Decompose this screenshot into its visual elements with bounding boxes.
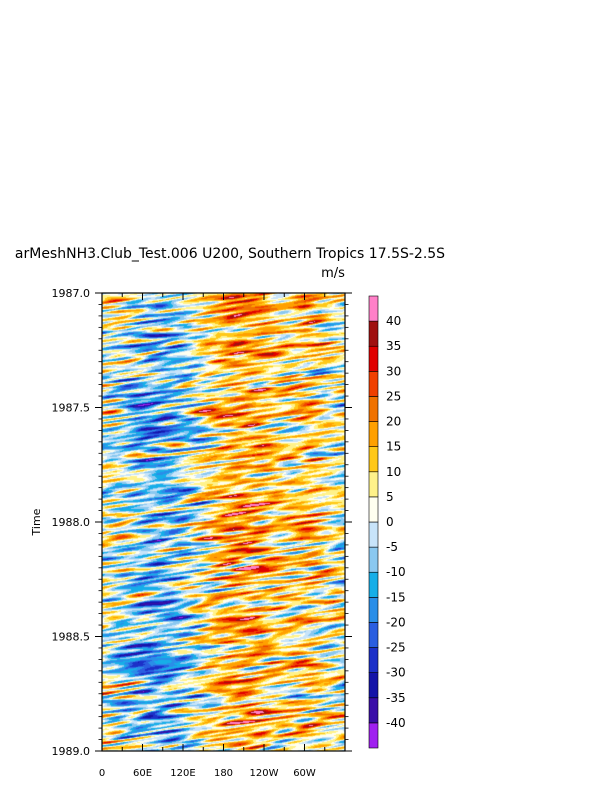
- y-tick-label: 1988.0: [52, 516, 91, 529]
- colorbar-swatch: [368, 622, 379, 648]
- y-axis-label: Time: [30, 508, 43, 536]
- x-tick-label: 120W: [250, 768, 279, 779]
- colorbar-label: 15: [386, 440, 401, 454]
- colorbar: -40 -35 -30 -25 -20 -15 -10 -5 0 5 10 15 20 25 30 35 40: [368, 295, 406, 749]
- colorbar-swatch: [368, 320, 379, 347]
- y-axis: 1987.0 1987.5 1988.0 1988.5 1989.0: [52, 287, 352, 758]
- colorbar-swatch: [368, 421, 379, 447]
- x-tick: 180: [214, 293, 233, 779]
- colorbar-label: 35: [386, 339, 401, 353]
- heatmap-image: [102, 293, 345, 751]
- colorbar-swatch: [368, 396, 379, 422]
- colorbar-swatch: [368, 446, 379, 473]
- colorbar-swatch: [368, 345, 379, 372]
- colorbar-label: 10: [386, 465, 401, 479]
- colorbar-swatch: [368, 597, 379, 623]
- x-tick-label: 180: [214, 768, 233, 779]
- y-tick-label: 1987.0: [52, 287, 91, 300]
- colorbar-label: -30: [386, 666, 406, 680]
- colorbar-swatch: [368, 546, 379, 573]
- colorbar-label: -10: [386, 565, 406, 579]
- x-tick-label: 120E: [170, 768, 195, 779]
- colorbar-swatch: [368, 697, 379, 724]
- colorbar-label: -40: [386, 716, 406, 730]
- colorbar-label: 5: [386, 490, 394, 504]
- colorbar-swatch: [368, 496, 379, 523]
- colorbar-label: 40: [386, 314, 401, 328]
- colorbar-swatch: [368, 371, 379, 397]
- x-tick-label: 60E: [133, 768, 152, 779]
- colorbar-swatch: [368, 647, 379, 673]
- colorbar-swatch: [368, 295, 379, 322]
- heatmap-field: [102, 293, 345, 751]
- colorbar-swatch: [368, 521, 379, 548]
- x-axis: 0 60E 120E 180 120W 60W: [99, 293, 326, 779]
- colorbar-swatch: [368, 672, 379, 699]
- y-tick-label: 1987.5: [52, 402, 91, 415]
- colorbar-label: 25: [386, 389, 401, 403]
- x-tick: 120W: [250, 293, 279, 779]
- colorbar-label: 0: [386, 515, 394, 529]
- x-tick: 60E: [133, 293, 152, 779]
- y-tick-label: 1988.5: [52, 631, 91, 644]
- colorbar-label: -5: [386, 540, 398, 554]
- x-tick: 0: [99, 293, 105, 779]
- colorbar-label: -25: [386, 641, 406, 655]
- x-tick-label: 0: [99, 768, 105, 779]
- x-tick-label: 60W: [293, 768, 316, 779]
- x-tick: 120E: [170, 293, 196, 779]
- colorbar-label: -35: [386, 691, 406, 705]
- x-tick: 60W: [293, 293, 316, 779]
- colorbar-label: -20: [386, 615, 406, 629]
- colorbar-swatch: [368, 471, 379, 498]
- colorbar-label: 20: [386, 415, 401, 429]
- chart-units-label: m/s: [321, 266, 345, 281]
- y-tick-label: 1989.0: [52, 745, 91, 758]
- chart-title: arMeshNH3.Club_Test.006 U200, Southern T…: [15, 246, 445, 262]
- colorbar-swatch: [368, 722, 379, 749]
- colorbar-swatch: [368, 571, 379, 598]
- colorbar-label: 30: [386, 364, 401, 378]
- colorbar-label: -15: [386, 590, 406, 604]
